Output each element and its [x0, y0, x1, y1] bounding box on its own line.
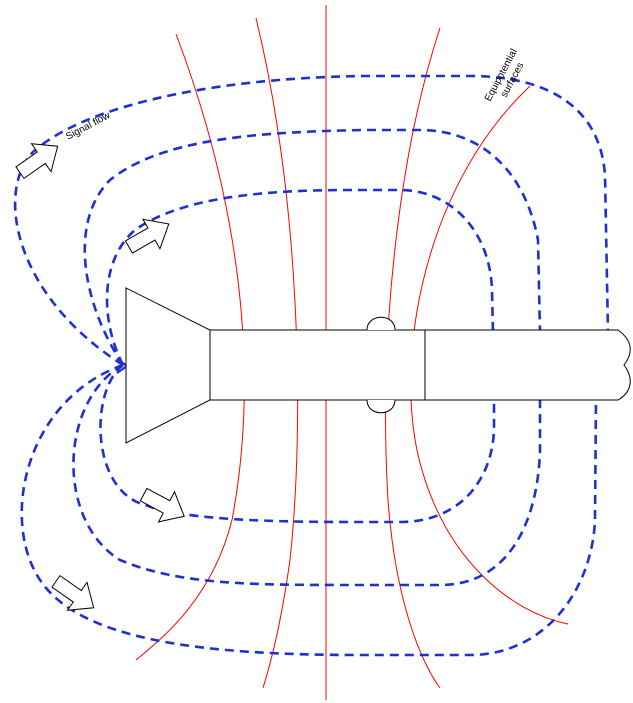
signal-flow-line-5 [72, 363, 542, 587]
connector-bump-top [366, 316, 396, 331]
equipotential-line-1 [135, 33, 245, 661]
signal-flow-line-3 [105, 188, 495, 366]
signal-flow-lines [13, 74, 610, 657]
signal-flow-line-2 [83, 128, 542, 366]
hollow-arrow-icon [51, 574, 95, 611]
probe-body [209, 329, 631, 401]
equipotential-line-5 [410, 85, 569, 625]
probe-horn [125, 287, 211, 444]
signal-flow-line-4 [99, 363, 496, 524]
probe [125, 287, 631, 444]
equipotential-line-4 [385, 27, 441, 689]
hollow-arrow-icon [15, 143, 59, 180]
signal-flow-line-6 [20, 363, 598, 657]
flow-arrows [15, 143, 185, 611]
connector-bump-bottom [366, 399, 396, 414]
hollow-arrow-icon [124, 218, 170, 254]
signal-flow-line-1 [13, 74, 610, 367]
hollow-arrow-icon [139, 487, 185, 523]
equipotential-line-2 [255, 17, 299, 689]
